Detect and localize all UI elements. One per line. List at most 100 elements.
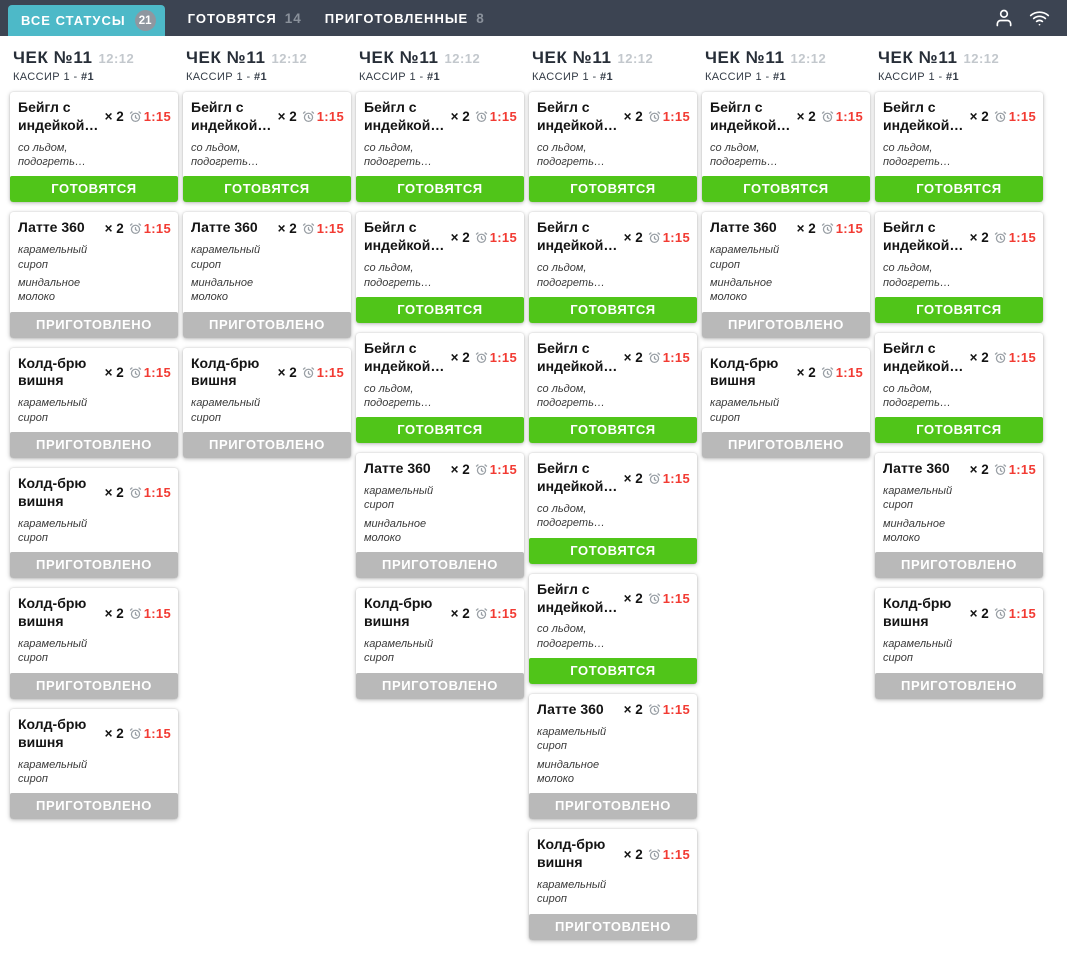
item-modifiers: со льдом, подогреть… bbox=[875, 376, 1043, 418]
tab-count-badge: 21 bbox=[134, 10, 156, 31]
status-button-cooking[interactable]: ГОТОВЯТСЯ bbox=[10, 176, 178, 203]
modifier-text: миндальное молоко bbox=[883, 517, 946, 545]
status-button-done[interactable]: ПРИГОТОВЛЕНО bbox=[529, 793, 697, 820]
status-button-cooking[interactable]: ГОТОВЯТСЯ bbox=[356, 176, 524, 203]
item-quantity: × 2 bbox=[969, 350, 989, 366]
item-modifiers: карамельный сироп bbox=[10, 511, 178, 553]
status-button-cooking[interactable]: ГОТОВЯТСЯ bbox=[702, 176, 870, 203]
order-item-card: Колд-брю вишня × 2 1:15 карамельный сироп ПР… bbox=[356, 588, 524, 699]
check-time: 12:12 bbox=[963, 51, 1000, 66]
order-item-card: Колд-брю вишня × 2 1:15 карамельный сироп ПР… bbox=[10, 708, 178, 820]
item-name: Колд-брю вишня bbox=[18, 715, 87, 750]
status-button-done[interactable]: ПРИГОТОВЛЕНО bbox=[10, 672, 178, 699]
user-icon[interactable] bbox=[994, 8, 1014, 28]
check-number: ЧЕК №11 bbox=[878, 48, 958, 67]
tab-prepared[interactable]: ПРИГОТОВЛЕННЫЕ 8 bbox=[325, 11, 485, 26]
top-bar: ВСЕ СТАТУСЫ 21 ГОТОВЯТСЯ 14 ПРИГОТОВЛЕННЫЕ 8 bbox=[0, 0, 1067, 36]
modifier-text: карамельный сироп bbox=[710, 244, 780, 271]
item-quantity: × 2 bbox=[277, 109, 297, 125]
item-quantity: × 2 bbox=[104, 605, 124, 621]
alarm-clock-icon bbox=[129, 486, 142, 499]
item-timer: 1:15 bbox=[648, 109, 690, 124]
status-button-cooking[interactable]: ГОТОВЯТСЯ bbox=[356, 417, 524, 444]
item-timer: 1:15 bbox=[475, 230, 517, 245]
item-name: Колд-брю вишня bbox=[537, 836, 606, 871]
item-quantity: × 2 bbox=[969, 229, 989, 245]
status-button-done[interactable]: ПРИГОТОВЛЕНО bbox=[529, 913, 697, 940]
item-quantity: × 2 bbox=[796, 364, 816, 380]
modifier-text: со льдом, подогреть… bbox=[883, 141, 951, 169]
timer-value: 1:15 bbox=[316, 109, 344, 125]
item-quantity: × 2 bbox=[450, 350, 470, 366]
item-header-row: Колд-брю вишня × 2 1:15 bbox=[10, 348, 178, 391]
timer-value: 1:15 bbox=[835, 220, 863, 236]
tab-label: ПРИГОТОВЛЕННЫЕ bbox=[324, 10, 469, 26]
alarm-clock-icon bbox=[129, 607, 142, 620]
timer-value: 1:15 bbox=[143, 220, 171, 236]
item-name: Бейгл с индейкой… bbox=[537, 99, 618, 133]
status-button-done[interactable]: ПРИГОТОВЛЕНО bbox=[183, 431, 351, 458]
status-button-cooking[interactable]: ГОТОВЯТСЯ bbox=[529, 537, 697, 564]
order-item-card: Колд-брю вишня × 2 1:15 карамельный сироп ПР… bbox=[10, 467, 178, 579]
modifier-text: со льдом, подогреть… bbox=[537, 503, 605, 530]
tab-all-statuses[interactable]: ВСЕ СТАТУСЫ 21 bbox=[8, 5, 165, 36]
item-header-row: Бейгл с индейкой… × 2 1:15 bbox=[529, 92, 697, 135]
item-name: Бейгл с индейкой… bbox=[364, 219, 445, 254]
status-button-cooking[interactable]: ГОТОВЯТСЯ bbox=[529, 658, 697, 685]
tab-cooking[interactable]: ГОТОВЯТСЯ 14 bbox=[188, 11, 302, 26]
alarm-clock-icon bbox=[475, 110, 488, 123]
alarm-clock-icon bbox=[994, 607, 1007, 620]
item-timer: 1:15 bbox=[129, 365, 171, 380]
item-timer: 1:15 bbox=[302, 109, 344, 124]
alarm-clock-icon bbox=[648, 703, 661, 716]
timer-value: 1:15 bbox=[662, 846, 690, 862]
cashier-label: КАССИР 1 - bbox=[186, 71, 254, 83]
status-button-done[interactable]: ПРИГОТОВЛЕНО bbox=[702, 431, 870, 458]
item-modifiers: со льдом, подогреть… bbox=[529, 135, 697, 177]
check-time: 12:12 bbox=[271, 51, 308, 66]
item-header-row: Бейгл с индейкой… × 2 1:15 bbox=[529, 453, 697, 496]
status-button-cooking[interactable]: ГОТОВЯТСЯ bbox=[529, 176, 697, 203]
check-time: 12:12 bbox=[617, 51, 654, 66]
modifier-text: со льдом, подогреть… bbox=[364, 141, 432, 169]
status-button-cooking[interactable]: ГОТОВЯТСЯ bbox=[529, 296, 697, 323]
alarm-clock-icon bbox=[994, 110, 1007, 123]
status-button-done[interactable]: ПРИГОТОВЛЕНО bbox=[10, 431, 178, 458]
item-timer: 1:15 bbox=[821, 365, 863, 380]
status-button-done[interactable]: ПРИГОТОВЛЕНО bbox=[356, 552, 524, 579]
status-button-done[interactable]: ПРИГОТОВЛЕНО bbox=[702, 311, 870, 338]
cashier-number: #1 bbox=[599, 71, 614, 83]
status-button-cooking[interactable]: ГОТОВЯТСЯ bbox=[529, 417, 697, 444]
check-time: 12:12 bbox=[790, 51, 827, 66]
modifier-text: карамельный сироп bbox=[18, 397, 88, 424]
item-modifiers: со льдом, подогреть… bbox=[10, 135, 178, 177]
status-button-done[interactable]: ПРИГОТОВЛЕНО bbox=[10, 311, 178, 338]
status-button-done[interactable]: ПРИГОТОВЛЕНО bbox=[183, 311, 351, 338]
timer-value: 1:15 bbox=[835, 364, 863, 380]
status-button-cooking[interactable]: ГОТОВЯТСЯ bbox=[183, 176, 351, 203]
item-header-row: Колд-брю вишня × 2 1:15 bbox=[356, 588, 524, 631]
item-name: Колд-брю вишня bbox=[18, 474, 87, 509]
status-button-done[interactable]: ПРИГОТОВЛЕНО bbox=[356, 672, 524, 699]
status-button-done[interactable]: ПРИГОТОВЛЕНО bbox=[10, 552, 178, 579]
status-button-cooking[interactable]: ГОТОВЯТСЯ bbox=[356, 296, 524, 323]
order-item-card: Бейгл с индейкой… × 2 1:15 со льдом, подогр… bbox=[529, 332, 697, 444]
alarm-clock-icon bbox=[648, 848, 661, 861]
status-button-done[interactable]: ПРИГОТОВЛЕНО bbox=[10, 793, 178, 820]
status-button-cooking[interactable]: ГОТОВЯТСЯ bbox=[875, 417, 1043, 444]
timer-value: 1:15 bbox=[662, 229, 690, 245]
status-button-done[interactable]: ПРИГОТОВЛЕНО bbox=[875, 672, 1043, 699]
item-header-row: Бейгл с индейкой… × 2 1:15 bbox=[10, 92, 178, 135]
modifier-text: карамельный сироп bbox=[191, 244, 261, 271]
item-name: Латте 360 bbox=[710, 219, 777, 236]
status-button-cooking[interactable]: ГОТОВЯТСЯ bbox=[875, 176, 1043, 203]
item-header-row: Бейгл с индейкой… × 2 1:15 bbox=[356, 92, 524, 135]
item-header-row: Колд-брю вишня × 2 1:15 bbox=[702, 348, 870, 391]
status-button-done[interactable]: ПРИГОТОВЛЕНО bbox=[875, 552, 1043, 579]
item-header-row: Колд-брю вишня × 2 1:15 bbox=[183, 348, 351, 391]
status-button-cooking[interactable]: ГОТОВЯТСЯ bbox=[875, 296, 1043, 323]
modifier-text: карамельный сироп bbox=[18, 758, 88, 785]
item-quantity: × 2 bbox=[450, 109, 470, 125]
timer-value: 1:15 bbox=[662, 591, 690, 607]
order-item-card: Бейгл с индейкой… × 2 1:15 со льдом, подогр… bbox=[356, 92, 524, 203]
